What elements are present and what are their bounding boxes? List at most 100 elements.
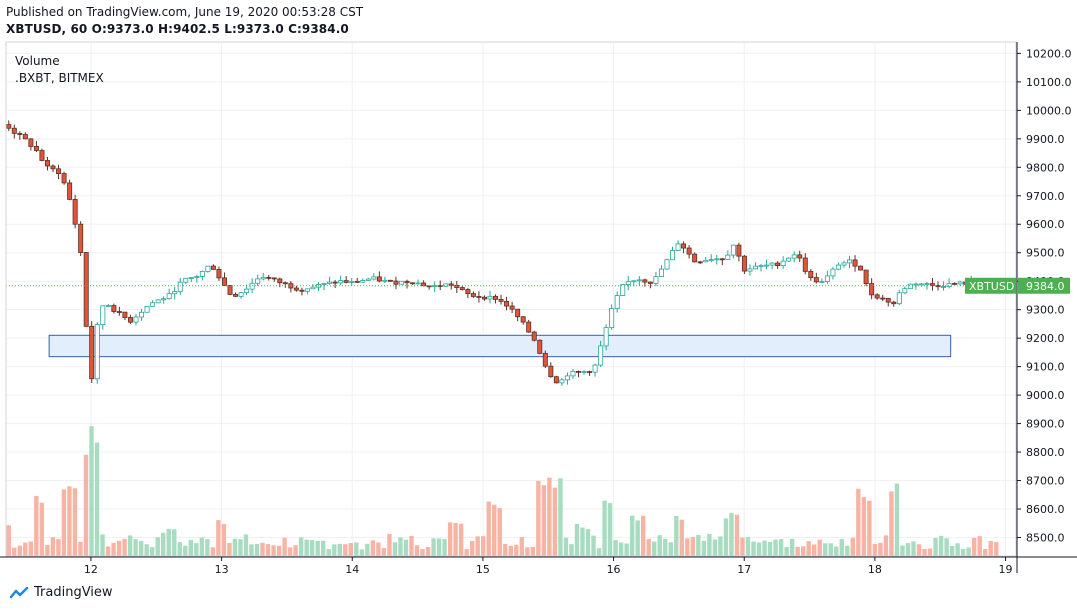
candle-body	[78, 223, 84, 253]
candle-body	[116, 311, 122, 313]
volume-bar	[332, 544, 337, 556]
volume-bar	[155, 537, 160, 556]
candle-body	[210, 265, 216, 270]
volume-bar	[552, 487, 558, 556]
candle-body	[61, 173, 67, 184]
volume-bar	[254, 543, 260, 556]
volume-bar	[740, 537, 745, 556]
candle-body	[835, 264, 841, 270]
volume-bar	[177, 542, 182, 556]
volume-bar	[337, 543, 342, 556]
volume-bar	[927, 548, 933, 556]
candle-body	[824, 275, 830, 282]
volume-bar	[652, 541, 657, 556]
volume-bar	[966, 547, 971, 556]
candle-body	[869, 283, 875, 296]
candle-body	[692, 253, 698, 263]
support-zone[interactable]	[48, 334, 952, 358]
volume-bar	[78, 541, 83, 556]
candle-body	[255, 278, 261, 284]
candle-body	[764, 264, 770, 267]
footer-brand[interactable]: TradingView	[10, 585, 113, 600]
volume-bar	[271, 545, 276, 556]
y-tick-label: 9300.0	[1026, 304, 1065, 317]
grid-lines	[6, 42, 1016, 556]
volume-bar	[276, 545, 282, 556]
volume-bar	[464, 549, 469, 556]
candle-body	[398, 280, 404, 285]
volume-bar	[558, 478, 563, 556]
volume-bar	[503, 543, 508, 556]
candle-body	[6, 124, 12, 129]
volume-bar	[629, 515, 635, 556]
x-tick-label: 14	[345, 563, 359, 576]
candle-body	[360, 280, 366, 283]
candle-body	[697, 261, 703, 264]
candle-body	[122, 311, 128, 318]
candle-body	[100, 305, 106, 325]
volume-bar	[718, 536, 723, 556]
candle-body	[531, 331, 537, 341]
volume-bar	[806, 541, 811, 556]
volume-bar	[685, 538, 690, 556]
volume-bar	[977, 536, 982, 556]
volume-bar	[602, 500, 607, 556]
volume-bar	[83, 454, 89, 556]
index-label: .BXBT, BITMEX	[15, 71, 104, 85]
candle-body	[907, 283, 913, 290]
volume-bar	[348, 543, 353, 556]
volume-bar	[784, 547, 789, 556]
candle-body	[470, 293, 476, 297]
symbol-tag	[965, 277, 1016, 294]
y-tick-label: 9600.0	[1026, 218, 1065, 231]
candle-body	[327, 281, 333, 284]
volume-bar	[34, 495, 39, 556]
volume-bar	[569, 544, 574, 556]
candle-body	[17, 133, 23, 135]
candle-body	[271, 277, 277, 280]
candle-body	[664, 259, 670, 270]
candle-body	[332, 281, 338, 284]
candle-body	[874, 294, 880, 299]
volume-bar	[409, 535, 414, 556]
candle-body	[260, 276, 266, 280]
candle-body	[681, 243, 687, 249]
volume-bar	[817, 539, 822, 556]
candle-body	[625, 281, 631, 285]
candle-body	[233, 294, 239, 297]
volume-bar	[309, 540, 315, 556]
candle-body	[620, 284, 626, 296]
candle-body	[166, 293, 172, 300]
volume-bar	[756, 542, 762, 556]
candle-body	[758, 265, 764, 267]
candle-body	[891, 301, 897, 305]
candle-body	[11, 127, 17, 134]
volume-bar	[834, 546, 839, 556]
candle-body	[819, 281, 825, 283]
candle-body	[924, 283, 930, 285]
volume-bar	[127, 535, 133, 556]
volume-bar	[580, 527, 585, 556]
candle-body	[631, 280, 637, 283]
candle-body	[902, 288, 908, 294]
candle-body	[548, 365, 554, 378]
candle-body	[553, 376, 559, 384]
y-tick-label: 9500.0	[1026, 247, 1065, 260]
candle-body	[581, 371, 587, 373]
candle-body	[808, 271, 814, 278]
candle-body	[614, 295, 620, 309]
candle-body	[72, 199, 78, 225]
volume-bar	[916, 544, 922, 556]
candle-body	[33, 146, 39, 151]
volume-bar	[398, 537, 403, 556]
candle-body	[199, 270, 205, 277]
y-tick-label: 8800.0	[1026, 446, 1065, 459]
volume-bar	[994, 542, 999, 556]
volume-bar	[696, 535, 701, 556]
volume-bar	[525, 547, 530, 556]
volume-bar	[403, 539, 409, 556]
volume-bar	[376, 542, 381, 556]
candle-body	[769, 262, 775, 266]
volume-bar	[387, 533, 392, 556]
